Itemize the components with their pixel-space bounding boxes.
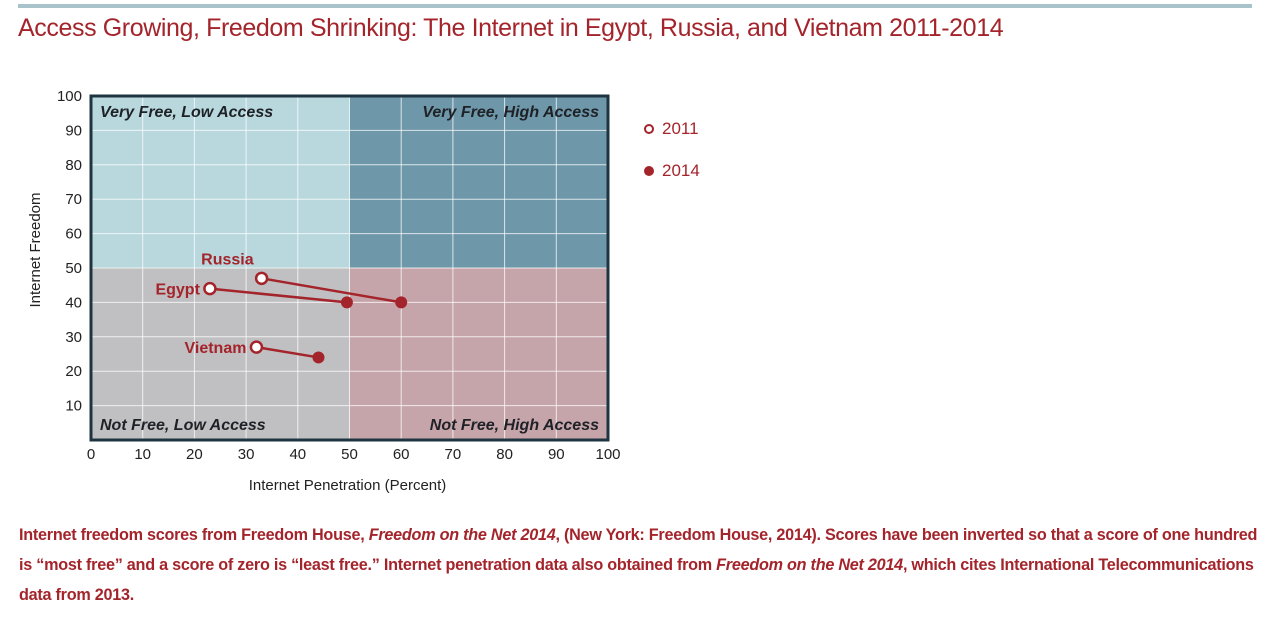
x-tick-label: 90 <box>548 446 565 463</box>
source-footnote: Internet freedom scores from Freedom Hou… <box>19 520 1259 610</box>
quadrant-not-free-low-access <box>91 268 350 440</box>
footnote-title-1: Freedom on the Net 2014 <box>368 526 556 544</box>
legend-item-2011: 2011 <box>644 116 700 142</box>
x-tick-label: 70 <box>445 446 462 463</box>
legend-item-2014: 2014 <box>644 158 700 184</box>
connector-line-vietnam <box>256 345 319 359</box>
y-tick-label: 10 <box>65 398 82 415</box>
x-tick-label: 60 <box>393 446 410 463</box>
x-tick-label: 30 <box>238 446 255 463</box>
x-tick-label: 100 <box>595 446 620 463</box>
top-rule <box>18 4 1252 8</box>
x-tick-label: 40 <box>289 446 306 463</box>
country-label-egypt: Egypt <box>155 282 200 299</box>
quadrant-label-not-free-low-access: Not Free, Low Access <box>100 417 266 434</box>
quadrant-very-free-high-access <box>349 96 608 268</box>
quadrant-very-free-low-access <box>91 96 350 268</box>
y-tick-label: 60 <box>65 226 82 243</box>
x-tick-label: 80 <box>496 446 513 463</box>
connector-line-russia <box>261 277 402 304</box>
y-tick-label: 40 <box>65 294 82 311</box>
open-circle-icon <box>644 124 654 134</box>
point-2011-russia <box>254 271 269 286</box>
filled-circle-icon <box>644 166 654 176</box>
y-tick-label: 80 <box>65 157 82 174</box>
y-axis-title: Internet Freedom <box>27 192 44 307</box>
page-title: Access Growing, Freedom Shrinking: The I… <box>18 14 1004 42</box>
point-2014-russia <box>395 296 408 309</box>
legend-label-2014: 2014 <box>662 161 700 180</box>
footnote-text-3: , which cites International Telecommunic… <box>19 556 1254 604</box>
point-2014-vietnam <box>312 351 325 364</box>
x-tick-label: 10 <box>134 446 151 463</box>
connector-line-egypt <box>209 287 348 304</box>
footnote-text-1: Internet freedom scores from Freedom Hou… <box>19 526 369 544</box>
y-tick-label: 20 <box>65 363 82 380</box>
footnote-title-2: Freedom on the Net 2014 <box>716 556 903 574</box>
quadrant-label-very-free-high-access: Very Free, High Access <box>422 104 599 121</box>
y-tick-label: 90 <box>65 122 82 139</box>
x-tick-label: 20 <box>186 446 203 463</box>
x-tick-label: 0 <box>87 446 95 463</box>
y-tick-label: 100 <box>57 88 82 105</box>
y-tick-label: 30 <box>65 329 82 346</box>
chart-legend: 2011 2014 <box>644 116 700 200</box>
plot-frame <box>89 94 610 442</box>
point-2014-egypt <box>340 296 353 309</box>
quadrant-label-very-free-low-access: Very Free, Low Access <box>100 104 273 121</box>
legend-label-2011: 2011 <box>662 119 699 138</box>
quadrant-label-not-free-high-access: Not Free, High Access <box>430 417 599 434</box>
country-label-vietnam: Vietnam <box>184 340 246 357</box>
point-2011-egypt <box>203 281 217 296</box>
country-label-russia: Russia <box>201 251 254 268</box>
y-tick-label: 50 <box>65 260 82 277</box>
x-tick-label: 50 <box>341 446 358 463</box>
y-tick-label: 70 <box>65 191 82 208</box>
x-axis-title: Internet Penetration (Percent) <box>249 477 447 494</box>
quadrant-not-free-high-access <box>349 268 608 440</box>
point-2011-vietnam <box>249 340 264 354</box>
footnote-text-2: , (New York: Freedom House, 2014). Score… <box>19 526 1258 574</box>
